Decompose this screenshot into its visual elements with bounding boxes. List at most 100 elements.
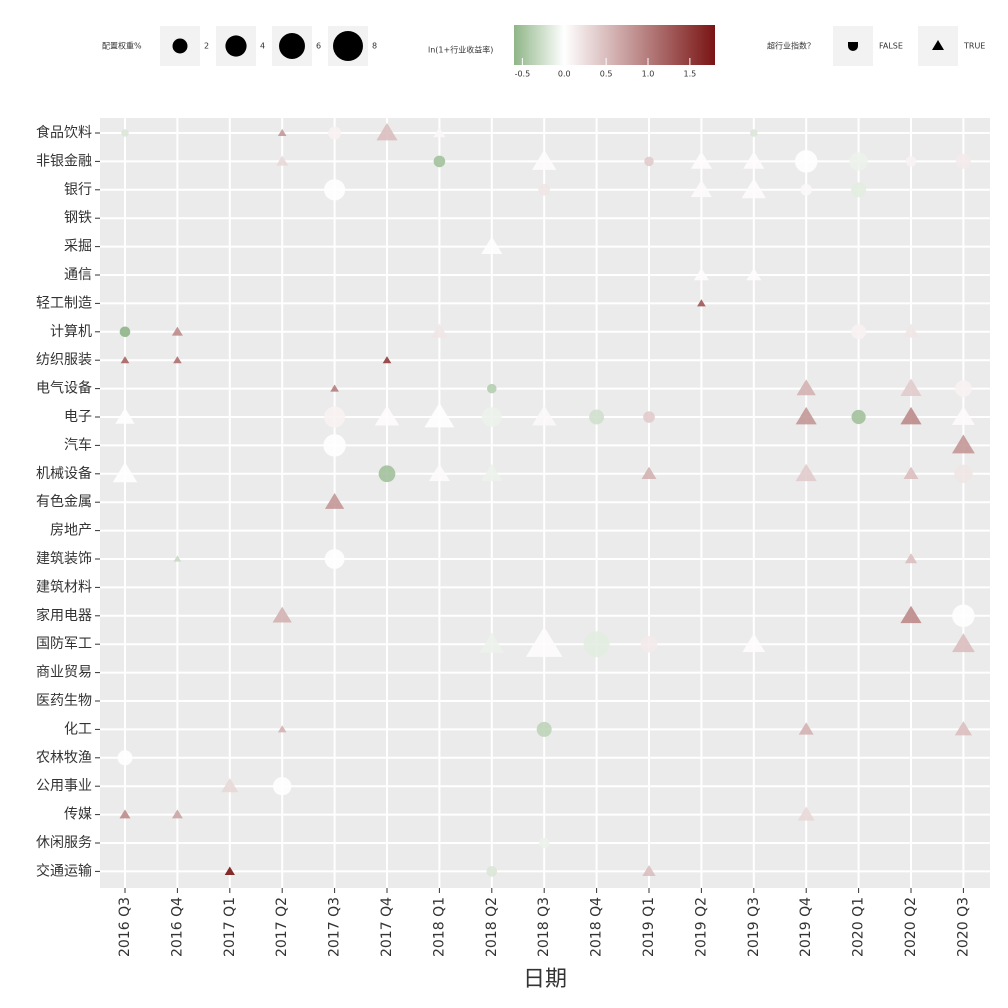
colorbar-tick-label: -0.5 (515, 70, 531, 79)
triangle (171, 809, 183, 819)
triangle (277, 725, 287, 733)
triangle (796, 379, 816, 396)
triangle (277, 128, 287, 136)
bubble (583, 631, 610, 658)
y-tick-label: 化工 (64, 721, 92, 737)
triangle (904, 553, 918, 564)
triangle (795, 463, 817, 482)
triangle (119, 809, 131, 819)
bubble (849, 152, 868, 171)
x-tick-label: 2019 Q1 (641, 897, 657, 957)
bubble (905, 156, 917, 167)
x-tick-label: 2017 Q2 (274, 897, 290, 957)
legend-shape (932, 40, 944, 50)
bubble (323, 434, 346, 457)
triangle (374, 405, 400, 426)
bubble (644, 156, 654, 167)
bubble (536, 721, 552, 737)
x-tick-label: 2020 Q1 (851, 897, 867, 957)
x-tick-label: 2020 Q3 (955, 897, 971, 957)
triangle (115, 407, 135, 424)
triangle (112, 462, 138, 483)
bubble (121, 129, 129, 137)
y-tick-label: 轻工制造 (36, 295, 92, 311)
bubble (640, 635, 658, 653)
y-tick-label: 银行 (64, 182, 92, 198)
triangle (479, 632, 504, 653)
triangle (276, 155, 289, 166)
bubble (589, 409, 605, 425)
y-tick-label: 采掘 (64, 239, 92, 255)
triangle (525, 626, 563, 657)
y-tick-label: 国防军工 (36, 636, 92, 652)
triangle (532, 405, 557, 426)
x-tick-label: 2019 Q3 (746, 897, 762, 957)
bubble (487, 383, 497, 394)
y-tick-label: 休闲服务 (36, 835, 92, 851)
x-tick-label: 2018 Q1 (431, 897, 447, 957)
x-tick-label: 2017 Q4 (379, 897, 395, 957)
bubble (538, 183, 551, 196)
bubble (117, 750, 133, 766)
y-tick-label: 非银金融 (36, 153, 92, 169)
triangle (330, 384, 339, 392)
triangle (900, 406, 922, 425)
triangle (642, 865, 656, 877)
triangle (951, 434, 975, 454)
bubble (486, 866, 498, 877)
y-tick-label: 农林牧渔 (36, 750, 92, 766)
legend-shape (848, 42, 858, 51)
triangle (641, 466, 657, 479)
triangle (173, 356, 182, 364)
triangle (902, 323, 920, 338)
triangle (481, 236, 503, 254)
triangle (900, 378, 922, 396)
size-legend-title: 配置权重% (102, 41, 142, 51)
x-tick-label: 2017 Q3 (327, 897, 343, 957)
bubble (800, 183, 813, 196)
bubble (952, 604, 975, 628)
x-tick-label: 2017 Q1 (222, 897, 238, 957)
triangle (697, 299, 706, 307)
y-tick-label: 纺织服装 (36, 352, 92, 368)
triangle (690, 179, 712, 198)
legend-size-label: 8 (372, 42, 377, 51)
x-tick-label: 2018 Q3 (536, 897, 552, 957)
y-tick-label: 建筑装饰 (36, 551, 92, 567)
bubble (851, 182, 867, 198)
bubble (538, 837, 550, 849)
triangle (743, 151, 765, 169)
triangle (430, 323, 449, 338)
y-tick-label: 交通运输 (36, 862, 92, 879)
bubble (954, 464, 973, 483)
color-legend-title: ln(1+行业收益率) (428, 45, 493, 55)
bubble (378, 465, 396, 483)
y-tick-label: 计算机 (50, 324, 92, 340)
bubble (119, 326, 131, 338)
bubble (794, 150, 818, 173)
triangle (272, 606, 292, 623)
triangle (224, 866, 235, 875)
bubble (643, 411, 655, 423)
triangle (954, 721, 973, 736)
y-tick-label: 钢铁 (64, 210, 92, 226)
y-tick-label: 医药生物 (36, 693, 92, 709)
y-tick-label: 建筑材料 (36, 579, 92, 595)
y-tick-label: 商业贸易 (36, 665, 92, 681)
triangle (693, 267, 709, 281)
colorbar (514, 25, 715, 65)
x-tick-label: 2019 Q4 (798, 897, 814, 957)
x-tick-label: 2020 Q2 (903, 897, 919, 957)
triangle (746, 267, 762, 281)
x-axis-title: 日期 (523, 967, 567, 992)
y-tick-label: 汽车 (64, 436, 92, 453)
triangle (428, 463, 450, 482)
triangle (532, 149, 557, 170)
triangle (951, 406, 975, 425)
bubble (750, 129, 758, 137)
y-tick-label: 房地产 (50, 523, 92, 539)
legend-size-label: 2 (204, 42, 209, 51)
legend-size-circle (279, 33, 305, 59)
y-tick-label: 传媒 (64, 807, 92, 823)
triangle (221, 777, 239, 793)
